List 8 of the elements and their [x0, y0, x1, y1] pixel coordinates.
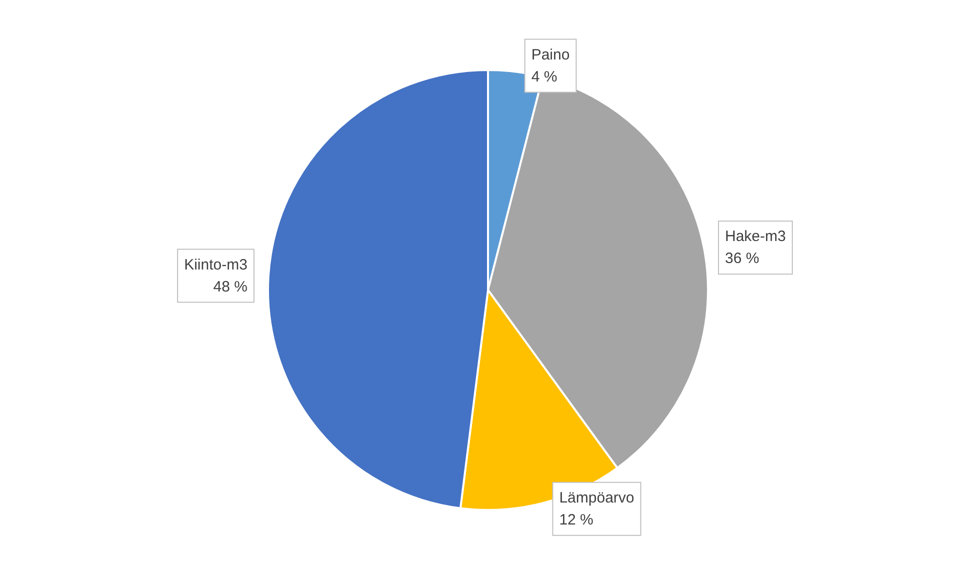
slice-label: Kiinto-m3: [184, 256, 248, 274]
data-label: 4 %: [531, 68, 558, 86]
slice-label: Hake-m3: [724, 228, 786, 246]
data-label: 12 %: [559, 511, 594, 528]
data-label: 36 %: [724, 250, 760, 268]
slice-label: Lämpöarvo: [559, 489, 634, 506]
data-label: 48 %: [213, 278, 248, 296]
slice-label: Paino: [531, 46, 570, 64]
